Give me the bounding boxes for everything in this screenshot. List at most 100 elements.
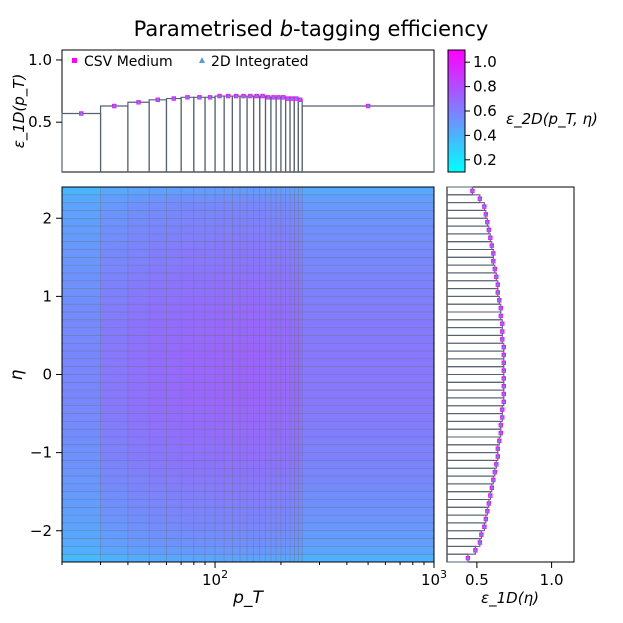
heatmap-cell [276,413,282,422]
heatmap-cell [302,538,435,547]
heatmap-cell [270,468,277,477]
top-marker-2d [136,99,141,104]
heatmap-cell [224,187,233,196]
heatmap-cell [247,210,254,219]
top-marker-2d [298,97,303,102]
heatmap-cell [193,335,206,344]
heatmap-cell [302,468,435,477]
heatmap-cell [298,210,303,219]
heatmap-cell [127,460,150,469]
heatmap-cell [253,210,261,219]
heatmap-cell [302,288,435,297]
heatmap-cell [224,366,233,375]
right-marker-2d [465,555,471,560]
heatmap-cell [239,257,248,266]
heatmap-cell [239,272,248,282]
heatmap-cell [193,452,206,461]
heatmap-cell [166,187,182,196]
heatmap-cell [224,530,233,539]
heatmap-cell [294,343,299,352]
right-marker-2d [500,414,505,419]
heatmap-cell [215,444,225,453]
heatmap-cell [265,272,272,282]
heatmap-cell [224,546,233,555]
heatmap-cell [166,366,182,375]
heatmap-cell [100,296,129,305]
heatmap-cell [127,530,150,539]
heatmap-cell [215,515,225,524]
heatmap-cell [166,397,182,407]
right-marker-2d [497,297,502,302]
top-marker-2d [171,96,176,101]
heatmap-cell [181,202,195,211]
heatmap-cell [290,499,295,508]
top-y-tick-label: 0.5 [28,113,52,131]
heatmap-cell [181,272,195,282]
heatmap-cell [294,233,299,242]
heatmap-cell [166,210,182,219]
heatmap-cell [215,374,225,383]
heatmap-cell [302,351,435,360]
heatmap-cell [259,241,266,250]
heatmap-cell [280,507,286,516]
heatmap-cell [215,397,225,407]
heatmap-cell [298,233,303,242]
heatmap-cell [215,272,225,282]
heatmap-cell [127,554,150,563]
heatmap-cell [265,226,272,235]
heatmap-cell [215,194,225,203]
heatmap-cell [253,413,261,422]
heatmap-cell [302,312,435,321]
heatmap-cell [166,194,182,203]
heatmap-cell [215,249,225,258]
heatmap-cell [181,226,195,235]
top-panel-frame [61,49,435,173]
heatmap-cell [265,288,272,297]
heatmap-cell [259,351,266,360]
legend-label-2d-integrated: 2D Integrated [211,54,308,70]
heatmap-cell [100,499,129,508]
heatmap-cell [100,476,129,485]
heatmap-cell [253,288,261,297]
heatmap-cell [62,187,101,196]
heatmap-cell [247,499,254,508]
heatmap-cell [232,288,241,297]
heatmap-cell [290,530,295,539]
heatmap-cell [265,382,272,391]
heatmap-cell [181,366,195,375]
top-panel-ylabel: ε_1D(p_T) [10,74,29,149]
top-marker-2d [276,94,281,99]
heatmap-cell [166,491,182,500]
heatmap-cell [280,312,286,321]
heatmap-cell [280,413,286,422]
heatmap-cell [149,413,167,422]
heatmap-cell [265,358,272,367]
heatmap-cell [259,304,266,313]
heatmap-cell [270,522,277,532]
heatmap-cell [259,530,266,539]
heatmap-cell [166,249,182,258]
heatmap-cell [285,210,291,219]
heatmap-cell [127,358,150,367]
heatmap-cell [247,476,254,485]
heatmap-cell [224,405,233,414]
heatmap-cell [193,491,206,500]
heatmap-cell [259,468,266,477]
heatmap-cell [294,491,299,500]
heatmap-cell [265,312,272,321]
heatmap-cell [193,444,206,453]
heatmap-cell [294,202,299,211]
heatmap-cell [290,476,295,485]
heatmap-cell [62,460,101,469]
heatmap-cell [247,202,254,211]
heatmap-cell [166,241,182,250]
heatmap-cell [294,437,299,446]
heatmap-cell [276,218,282,227]
heatmap-cell [100,554,129,563]
heatmap-cell [62,507,101,516]
top-marker-2d [254,93,259,98]
heatmap-cell [239,491,248,500]
heatmap-cell [302,483,435,492]
heatmap-cell [62,272,101,282]
heatmap-cell [181,460,195,469]
